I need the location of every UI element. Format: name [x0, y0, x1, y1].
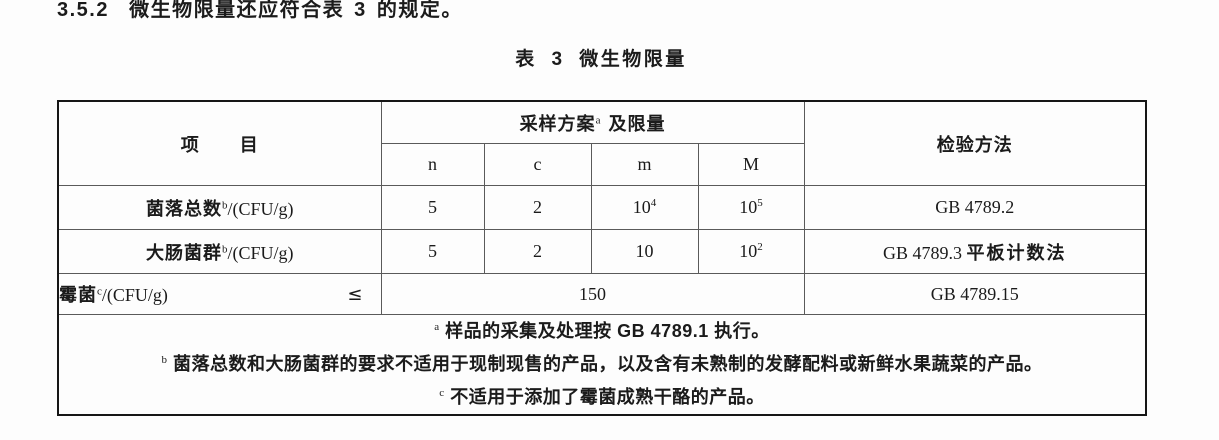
- row2-item-unit: /(CFU/g): [227, 242, 294, 263]
- row2-method-code: GB 4789.3: [883, 242, 963, 263]
- row1-item-unit: /(CFU/g): [227, 198, 294, 219]
- footnotes-cell: a 样品的采集及处理按 GB 4789.1 执行。 b 菌落总数和大肠菌群的要求…: [57, 314, 1147, 416]
- less-than-or-equal-symbol: ≤: [347, 283, 363, 305]
- row2-n: 5: [380, 229, 485, 274]
- header-sampling-footnote-mark: a: [595, 114, 601, 127]
- row3-method-code: GB 4789.15: [930, 283, 1019, 304]
- row2-m: 10: [590, 229, 699, 274]
- table-row-aerobic-count: 菌落总数b/(CFU/g) 5 2 104 105 GB 4789.2: [57, 185, 1147, 230]
- row3-item-text: 霉菌c/(CFU/g): [59, 281, 168, 307]
- row2-item-name: 大肠菌群: [145, 242, 222, 263]
- row1-footnote-mark: b: [221, 199, 228, 212]
- footnote-a: a 样品的采集及处理按 GB 4789.1 执行。: [59, 315, 1145, 348]
- row1-method-code: GB 4789.2: [935, 197, 1015, 217]
- row1-m-exponent: 4: [650, 197, 657, 209]
- header-col-n: n: [380, 143, 485, 186]
- row2-footnote-mark: b: [221, 243, 228, 256]
- footnote-c-marker: c: [439, 387, 445, 399]
- row2-M-base: 10: [739, 241, 758, 261]
- row1-method: GB 4789.2: [803, 185, 1147, 230]
- microbial-limits-table: 项 目 采样方案a 及限量 检验方法 n c m M 菌落总数b/(CFU/g) …: [57, 100, 1148, 416]
- row1-item-name: 菌落总数: [145, 198, 222, 219]
- header-row-sub: n c m M: [58, 143, 1146, 186]
- row3-limit: 150: [380, 273, 805, 315]
- clause-heading: 3.5.2 微生物限量还应符合表 3 的规定。: [57, 0, 463, 21]
- footnote-a-marker: a: [434, 321, 440, 333]
- footnote-c-text: 不适用于添加了霉菌成熟干酪的产品。: [450, 387, 765, 407]
- row1-m-base: 10: [632, 197, 651, 217]
- row2-method: GB 4789.3 平板计数法: [803, 229, 1147, 274]
- row2-M: 102: [697, 229, 805, 274]
- row1-c: 2: [483, 185, 592, 230]
- row1-M-exponent: 5: [757, 197, 763, 209]
- row2-method-label: 平板计数法: [966, 242, 1067, 263]
- table-row-molds: 霉菌c/(CFU/g) ≤ 150 GB 4789.15: [57, 273, 1147, 315]
- row1-M: 105: [697, 185, 805, 230]
- row2-item: 大肠菌群b/(CFU/g): [57, 229, 382, 274]
- row2-m-base: 10: [635, 241, 654, 261]
- row3-item-unit: /(CFU/g): [101, 285, 168, 305]
- row1-M-base: 10: [739, 197, 758, 217]
- footnote-b-marker: b: [161, 354, 168, 366]
- row2-M-exponent: 2: [757, 241, 763, 253]
- footnote-c: c 不适用于添加了霉菌成熟干酪的产品。: [59, 381, 1145, 414]
- row3-footnote-mark: c: [97, 285, 102, 298]
- table-row-coliforms: 大肠菌群b/(CFU/g) 5 2 10 102 GB 4789.3 平板计数法: [57, 229, 1147, 274]
- footnotes-row: a 样品的采集及处理按 GB 4789.1 执行。 b 菌落总数和大肠菌群的要求…: [57, 314, 1147, 416]
- header-item: 项 目: [57, 100, 382, 186]
- row1-item: 菌落总数b/(CFU/g): [57, 185, 382, 230]
- row3-item: 霉菌c/(CFU/g) ≤: [57, 273, 382, 315]
- row3-method: GB 4789.15: [803, 273, 1147, 315]
- header-sampling-prefix: 采样方案: [519, 113, 596, 134]
- header-col-c: c: [483, 143, 592, 186]
- header-sampling-suffix: 及限量: [608, 113, 666, 134]
- row3-item-name: 霉菌: [59, 285, 97, 305]
- footnote-b: b 菌落总数和大肠菌群的要求不适用于现制现售的产品，以及含有未熟制的发酵配料或新…: [59, 348, 1145, 381]
- footnote-b-text: 菌落总数和大肠菌群的要求不适用于现制现售的产品，以及含有未熟制的发酵配料或新鲜水…: [173, 354, 1043, 374]
- footnote-a-text: 样品的采集及处理按 GB 4789.1 执行。: [445, 321, 770, 341]
- row1-n: 5: [380, 185, 485, 230]
- header-col-M: M: [697, 143, 805, 186]
- header-row-top: 项 目 采样方案a 及限量 检验方法: [57, 100, 1147, 186]
- header-sampling-plan: 采样方案a 及限量: [380, 100, 805, 144]
- header-col-m: m: [590, 143, 699, 186]
- table-title: 表 3 微生物限量: [515, 49, 687, 70]
- row2-c: 2: [483, 229, 592, 274]
- row1-m: 104: [590, 185, 699, 230]
- header-method: 检验方法: [803, 100, 1147, 186]
